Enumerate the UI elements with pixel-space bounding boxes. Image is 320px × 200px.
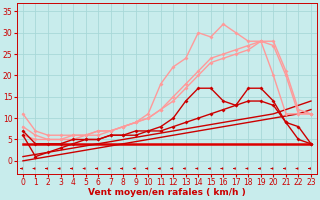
X-axis label: Vent moyen/en rafales ( km/h ): Vent moyen/en rafales ( km/h ) xyxy=(88,188,246,197)
